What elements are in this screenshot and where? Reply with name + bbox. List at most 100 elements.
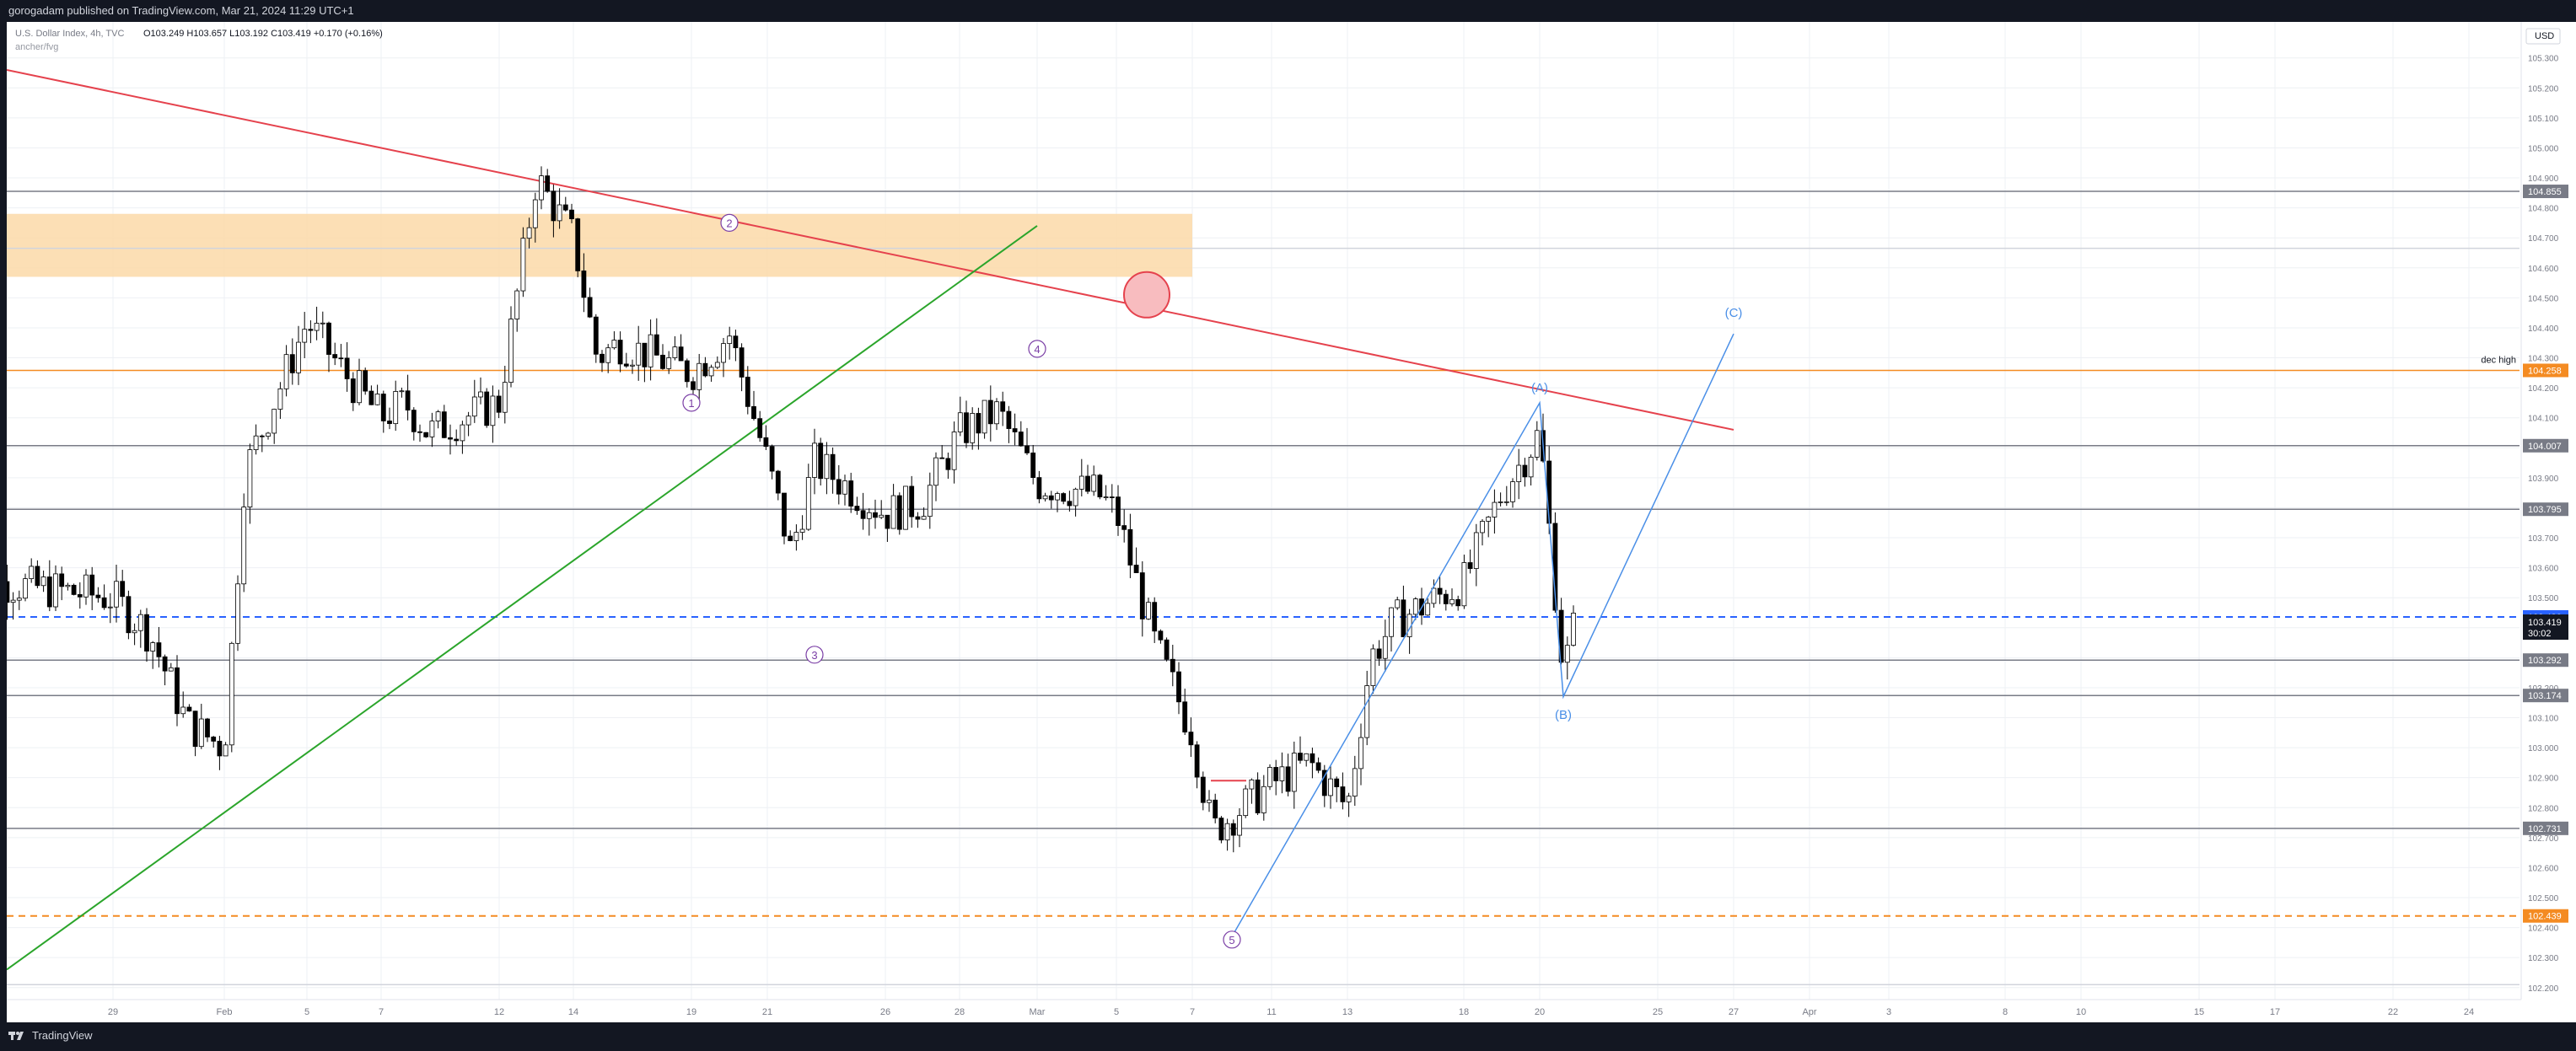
candle-body bbox=[581, 270, 587, 298]
candle-body bbox=[192, 710, 198, 748]
candle-body bbox=[648, 334, 653, 367]
candle-body bbox=[600, 353, 605, 363]
red-circle-marker bbox=[1123, 271, 1170, 319]
candle-body bbox=[763, 437, 769, 448]
wave-projection-line bbox=[1231, 333, 1734, 937]
trendline-green bbox=[6, 225, 1038, 971]
candle-body bbox=[59, 573, 65, 587]
candle-body bbox=[1285, 766, 1291, 792]
left-edge bbox=[0, 22, 7, 1022]
candle-body bbox=[71, 584, 77, 595]
candle-body bbox=[981, 399, 987, 434]
candle-body bbox=[587, 297, 593, 318]
candle-body bbox=[53, 573, 58, 608]
candle-body bbox=[830, 453, 836, 480]
candle-body bbox=[1340, 786, 1346, 802]
chart-area[interactable]: dec high 1 2 3 4 5 (A) (B) (C) USD 102.200 102.30… bbox=[0, 22, 2576, 1022]
candle-body bbox=[1346, 796, 1352, 802]
candle-body bbox=[666, 357, 672, 369]
publisher-bar: gorogadam published on TradingView.com, … bbox=[0, 0, 2576, 22]
time-axis: 29 Feb 5 7 12 14 19 21 26 28 Mar 5 7 11 13 18 20 25 27 Apr 3… bbox=[7, 999, 2521, 1017]
publisher-text: gorogadam published on TradingView.com, … bbox=[8, 4, 354, 17]
candle-body bbox=[1237, 815, 1242, 836]
candle-body bbox=[357, 370, 362, 404]
candle-body bbox=[350, 378, 356, 404]
wave-label-2: 2 bbox=[726, 217, 732, 229]
candle-body bbox=[441, 411, 447, 438]
y-tick-label: 105.000 bbox=[2528, 144, 2559, 153]
candle-body bbox=[496, 395, 502, 413]
x-tick-label: 24 bbox=[2464, 1007, 2474, 1017]
wave-projection bbox=[1231, 333, 1734, 937]
y-tick-label: 105.200 bbox=[2528, 84, 2559, 94]
candle-body bbox=[514, 290, 520, 319]
candle-body bbox=[812, 442, 817, 478]
candle-body bbox=[399, 390, 405, 393]
candle-body bbox=[423, 432, 429, 437]
candle-body bbox=[266, 432, 271, 437]
candle-body bbox=[205, 718, 210, 737]
candle-body bbox=[1376, 648, 1382, 659]
candle-body bbox=[465, 416, 471, 426]
candle-body bbox=[927, 485, 933, 517]
price-tag-bg bbox=[2523, 689, 2568, 703]
x-tick-label: 28 bbox=[955, 1007, 965, 1017]
candle-body bbox=[89, 574, 95, 596]
candle-body bbox=[1261, 786, 1266, 813]
price-tag-label: 102.731 bbox=[2528, 824, 2562, 834]
candle-body bbox=[83, 574, 89, 598]
price-tag-bg bbox=[2523, 438, 2568, 453]
candle-body bbox=[490, 395, 496, 426]
candle-body bbox=[429, 421, 435, 437]
candle-body bbox=[739, 347, 745, 378]
candle-body bbox=[788, 535, 793, 541]
price-tag-label: 102.439 bbox=[2528, 912, 2562, 922]
wave-label-4: 4 bbox=[1034, 343, 1040, 356]
wave-circle-icon bbox=[1028, 340, 1046, 358]
candle-body bbox=[393, 391, 399, 425]
candle-body bbox=[338, 357, 344, 360]
candle-body bbox=[1127, 528, 1133, 566]
x-tick-label: 25 bbox=[1653, 1007, 1663, 1017]
candle-body bbox=[1158, 630, 1164, 641]
x-tick-label: 29 bbox=[108, 1007, 118, 1017]
y-tick-label: 104.400 bbox=[2528, 324, 2559, 334]
candle-body bbox=[1492, 501, 1498, 517]
candle-body bbox=[1467, 562, 1473, 569]
candle-body bbox=[1352, 768, 1358, 797]
candle-body bbox=[1382, 635, 1388, 659]
x-tick-label: 5 bbox=[304, 1007, 309, 1017]
x-tick-label: 17 bbox=[2270, 1007, 2280, 1017]
x-tick-label: 11 bbox=[1266, 1007, 1276, 1017]
price-tag-bg bbox=[2523, 909, 2568, 923]
candle-body bbox=[1528, 456, 1534, 478]
candle-body bbox=[921, 516, 927, 520]
candle-body bbox=[35, 566, 40, 587]
candle-body bbox=[1304, 753, 1310, 761]
x-tick-label: 22 bbox=[2388, 1007, 2398, 1017]
candle-body bbox=[636, 342, 642, 366]
y-tick-label: 102.200 bbox=[2528, 984, 2559, 994]
candle-body bbox=[302, 329, 308, 343]
candle-body bbox=[1558, 609, 1564, 663]
price-tag-bg bbox=[2523, 363, 2568, 378]
candle-body bbox=[836, 479, 842, 495]
candle-body bbox=[775, 470, 781, 494]
candle-body bbox=[150, 642, 156, 652]
candle-body bbox=[448, 437, 453, 440]
candle-body bbox=[842, 480, 847, 495]
candle-body bbox=[344, 357, 350, 379]
candle-body bbox=[1401, 599, 1406, 637]
candle-body bbox=[696, 362, 702, 390]
candle-body bbox=[957, 412, 963, 432]
x-tick-label: Feb bbox=[217, 1007, 233, 1017]
supply-zone-rect bbox=[7, 213, 1192, 277]
tradingview-brand[interactable]: TradingView bbox=[8, 1029, 93, 1042]
candle-body bbox=[642, 342, 648, 367]
x-tick-label: Mar bbox=[1030, 1007, 1046, 1017]
candle-body bbox=[277, 388, 283, 410]
candle-body bbox=[733, 335, 739, 349]
candle-body bbox=[478, 391, 483, 398]
candle-body bbox=[1055, 493, 1060, 501]
